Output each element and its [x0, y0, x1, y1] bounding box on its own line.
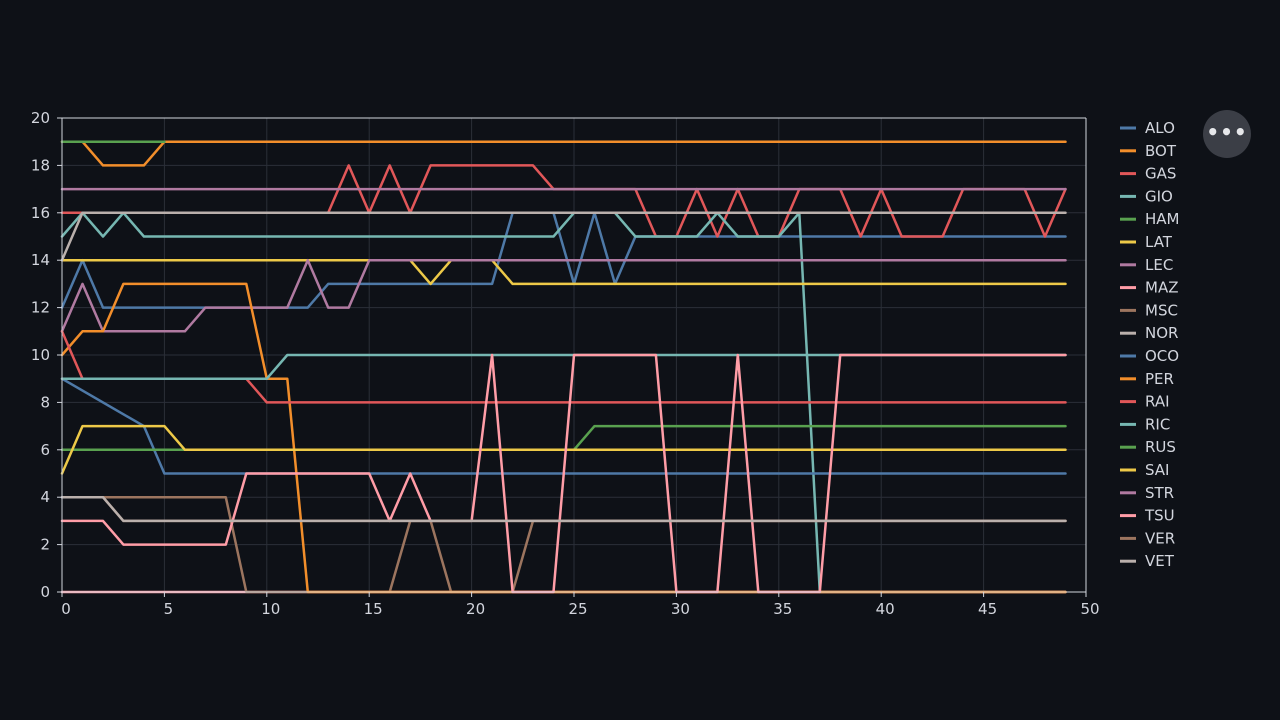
x-tick-label: 25	[568, 600, 587, 618]
series-line-gio	[60, 211, 1067, 594]
legend-label: MAZ	[1145, 279, 1178, 297]
y-tick-label: 6	[40, 441, 50, 459]
series-line-nor	[60, 211, 1067, 262]
legend-item-rai[interactable]: RAI	[1120, 393, 1170, 411]
x-tick-label: 10	[261, 600, 280, 618]
legend-label: ALO	[1145, 119, 1175, 137]
legend-item-lec[interactable]: LEC	[1120, 256, 1173, 274]
legend-item-lat[interactable]: LAT	[1120, 233, 1173, 251]
x-tick-label: 35	[773, 600, 792, 618]
legend-item-nor[interactable]: NOR	[1120, 324, 1178, 342]
y-tick-label: 4	[40, 488, 50, 506]
legend-label: VET	[1145, 552, 1175, 570]
more-options-button[interactable]: •••	[1203, 110, 1251, 158]
series-line-ric	[60, 353, 1067, 380]
legend-item-per[interactable]: PER	[1120, 370, 1174, 388]
legend-item-bot[interactable]: BOT	[1120, 142, 1177, 160]
legend-label: OCO	[1145, 347, 1179, 365]
legend-item-maz[interactable]: MAZ	[1120, 279, 1178, 297]
x-tick-label: 50	[1080, 600, 1099, 618]
y-tick-label: 8	[40, 393, 50, 411]
legend-item-sai[interactable]: SAI	[1120, 461, 1170, 479]
legend-label: HAM	[1145, 210, 1179, 228]
series-lines	[60, 140, 1067, 594]
more-horizontal-icon: •••	[1206, 120, 1248, 144]
legend-label: GIO	[1145, 187, 1173, 205]
x-tick-label: 20	[466, 600, 485, 618]
x-tick-label: 15	[364, 600, 383, 618]
legend-label: NOR	[1145, 324, 1178, 342]
x-tick-label: 5	[164, 600, 174, 618]
series-line-lec	[60, 258, 1067, 333]
y-tick-label: 0	[40, 583, 50, 601]
legend-label: GAS	[1145, 165, 1176, 183]
y-tick-label: 2	[40, 536, 50, 554]
legend-label: TSU	[1144, 507, 1175, 525]
legend-item-ver[interactable]: VER	[1120, 529, 1175, 547]
legend-label: PER	[1145, 370, 1174, 388]
legend-item-tsu[interactable]: TSU	[1120, 507, 1175, 525]
x-tick-label: 45	[978, 600, 997, 618]
y-tick-label: 14	[31, 251, 50, 269]
series-line-tsu	[60, 353, 1067, 594]
x-tick-label: 30	[671, 600, 690, 618]
legend-label: SAI	[1145, 461, 1170, 479]
x-tick-label: 40	[876, 600, 895, 618]
legend-label: RUS	[1145, 438, 1176, 456]
legend-item-ric[interactable]: RIC	[1120, 415, 1170, 433]
legend-item-alo[interactable]: ALO	[1120, 119, 1175, 137]
legend-item-gas[interactable]: GAS	[1120, 165, 1176, 183]
series-line-vet	[60, 495, 1067, 523]
y-tick-label: 16	[31, 204, 50, 222]
legend-label: BOT	[1145, 142, 1177, 160]
legend-item-ham[interactable]: HAM	[1120, 210, 1179, 228]
legend-item-vet[interactable]: VET	[1120, 552, 1175, 570]
x-tick-label: 0	[61, 600, 71, 618]
y-tick-label: 12	[31, 299, 50, 317]
legend-label: RIC	[1145, 415, 1170, 433]
y-tick-label: 10	[31, 346, 50, 364]
y-tick-label: 18	[31, 156, 50, 174]
legend-label: MSC	[1145, 301, 1178, 319]
axes: 0 5 10 15 20 25 30 35 40 45 50 0 2 4 6 8 10 12 14 16 18 20	[31, 109, 1100, 618]
legend-label: LEC	[1145, 256, 1173, 274]
y-tick-label: 20	[31, 109, 50, 127]
legend-item-oco[interactable]: OCO	[1120, 347, 1179, 365]
legend-label: LAT	[1145, 233, 1173, 251]
legend-label: VER	[1145, 529, 1175, 547]
legend-item-msc[interactable]: MSC	[1120, 301, 1178, 319]
legend: ALO BOT GAS GIO HAM LAT LEC MAZ MSC NOR OCO PER RAI R…	[1120, 119, 1179, 570]
series-line-alo	[60, 211, 1067, 309]
legend-label: RAI	[1145, 393, 1170, 411]
series-line-sai	[60, 424, 1067, 475]
legend-item-rus[interactable]: RUS	[1120, 438, 1176, 456]
legend-item-gio[interactable]: GIO	[1120, 187, 1173, 205]
legend-label: STR	[1145, 484, 1174, 502]
legend-item-str[interactable]: STR	[1120, 484, 1174, 502]
